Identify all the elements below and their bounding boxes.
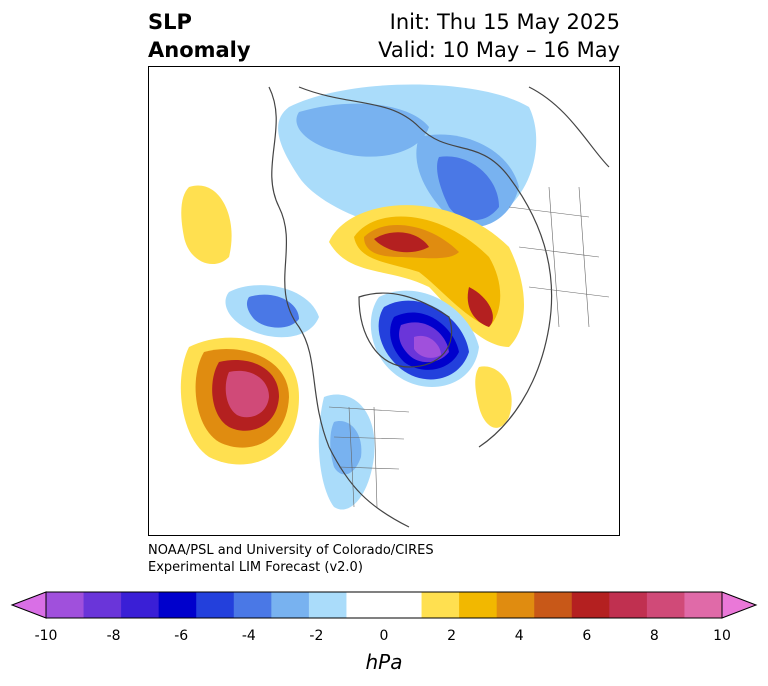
colorbar-tick-label: 8 [649, 628, 659, 644]
country-borders [328, 186, 610, 508]
colorbar-tick-label: 2 [447, 628, 457, 644]
colorbar-tick-label: -10 [34, 628, 58, 644]
colorbar-cell [346, 592, 385, 618]
colorbar-cell [421, 592, 460, 618]
colorbar-tick-label: 0 [379, 628, 389, 644]
colorbar-tick-label: -8 [106, 628, 121, 644]
map-title: SLP Anomaly [148, 8, 251, 64]
colorbar-min-extension [10, 591, 47, 619]
colorbar-tick-label: 4 [514, 628, 524, 644]
colorbar-cell [684, 592, 723, 618]
colorbar-cell [496, 592, 535, 618]
colorbar-cell [158, 592, 197, 618]
valid-dates: Valid: 10 May – 16 May [378, 38, 620, 62]
colorbar-outline [45, 591, 723, 619]
colorbar-cell [308, 592, 347, 618]
colorbar-cell [46, 592, 85, 618]
colorbar-cell [196, 592, 235, 618]
colorbar-cell [83, 592, 122, 618]
colorbar-cell [384, 592, 423, 618]
credit-line-2: Experimental LIM Forecast (v2.0) [148, 560, 363, 575]
colorbar-tick-label: 6 [582, 628, 592, 644]
forecast-dates: Init: Thu 15 May 2025 Valid: 10 May – 16… [378, 8, 620, 64]
colorbar-cell [233, 592, 272, 618]
colorbar-tick-label: -2 [309, 628, 324, 644]
slp-anomaly-map [148, 66, 620, 536]
title-variable-type: Anomaly [148, 38, 251, 62]
coastlines [268, 86, 610, 528]
credit-line-1: NOAA/PSL and University of Colorado/CIRE… [148, 543, 434, 558]
colorbar-tick-label: -6 [174, 628, 189, 644]
map-canvas [180, 84, 610, 528]
colorbar-tick-label: -4 [241, 628, 256, 644]
colorbar-cell [534, 592, 573, 618]
title-variable: SLP [148, 10, 192, 34]
colorbar-cell [646, 592, 685, 618]
colorbar-max-extension [721, 591, 758, 619]
colorbar-cells [46, 592, 723, 618]
colorbar-cell [609, 592, 648, 618]
colorbar-cell [121, 592, 160, 618]
colorbar [10, 591, 758, 619]
colorbar-cell [271, 592, 310, 618]
colorbar-cell [571, 592, 610, 618]
init-date: Init: Thu 15 May 2025 [389, 10, 620, 34]
colorbar-cell [459, 592, 498, 618]
colorbar-units: hPa [365, 650, 403, 674]
credit-text: NOAA/PSL and University of Colorado/CIRE… [148, 542, 434, 576]
anomaly-fields [180, 84, 537, 510]
colorbar-tick-label: 10 [713, 628, 731, 644]
